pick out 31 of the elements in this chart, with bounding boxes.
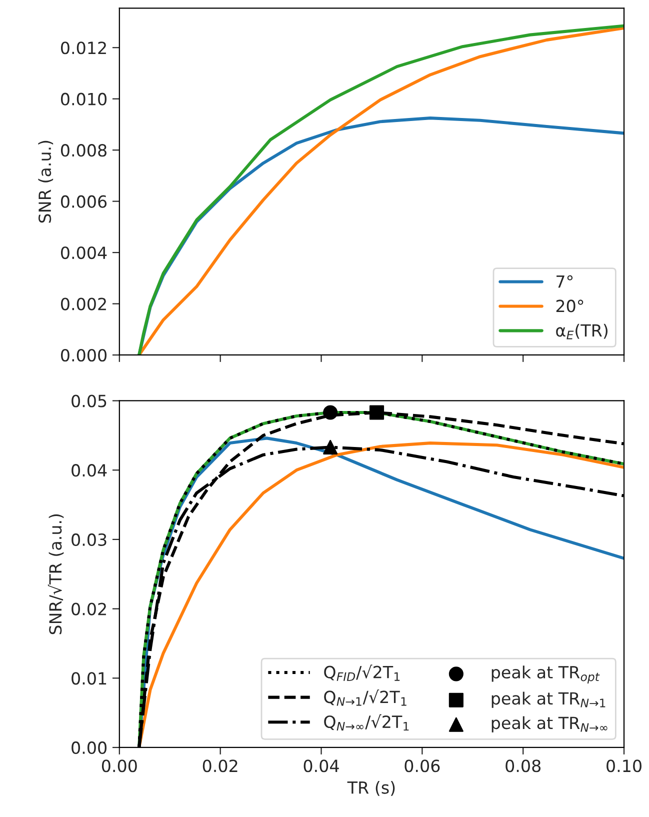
y-tick-label: 0.002 bbox=[60, 298, 106, 310]
legend-label: peak at TR$_{N→1}$ bbox=[492, 692, 606, 708]
y-axis-title: SNR (a.u.) bbox=[38, 140, 54, 223]
y-tick-label: 0.000 bbox=[60, 348, 107, 362]
x-tick-label: 0.10 bbox=[606, 760, 642, 772]
y-tick-label: 0.03 bbox=[72, 533, 106, 546]
x-tick-label: 0.04 bbox=[304, 760, 339, 772]
y-tick-label: 0.01 bbox=[72, 672, 106, 685]
legend-label: 20° bbox=[556, 300, 584, 312]
y-axis-title: SNR/√TR (a.u.) bbox=[48, 514, 64, 634]
y-tick-label: 0.008 bbox=[60, 144, 106, 157]
y-tick-label: 0.02 bbox=[72, 602, 106, 616]
x-axis-title: TR (s) bbox=[347, 780, 395, 796]
x-tick-label: 0.06 bbox=[404, 760, 440, 772]
legend-label: Q$_{FID}$/√2T$_{1}$ bbox=[324, 664, 400, 681]
legend-label: α$_{E}$(TR) bbox=[556, 324, 608, 340]
legend-label: 7° bbox=[556, 275, 573, 288]
x-tick-label: 0.08 bbox=[506, 760, 541, 772]
y-tick-label: 0.010 bbox=[60, 92, 107, 106]
legend-label: Q$_{N→1}$/√2T$_{1}$ bbox=[324, 689, 406, 706]
y-tick-label: 0.004 bbox=[60, 246, 107, 260]
y-tick-label: 0.012 bbox=[60, 42, 106, 54]
legend-label: Q$_{N→∞}$/√2T$_{1}$ bbox=[324, 714, 409, 731]
x-tick-label: 0.02 bbox=[202, 760, 238, 772]
x-tick-label: 0.00 bbox=[102, 760, 137, 772]
y-tick-label: 0.05 bbox=[72, 394, 106, 408]
y-tick-label: 0.00 bbox=[72, 741, 107, 754]
y-tick-label: 0.006 bbox=[60, 195, 107, 208]
legend-label: peak at TR$_{opt}$ bbox=[492, 666, 600, 684]
y-tick-label: 0.04 bbox=[72, 464, 107, 477]
legend-label: peak at TR$_{N→∞}$ bbox=[492, 716, 608, 732]
